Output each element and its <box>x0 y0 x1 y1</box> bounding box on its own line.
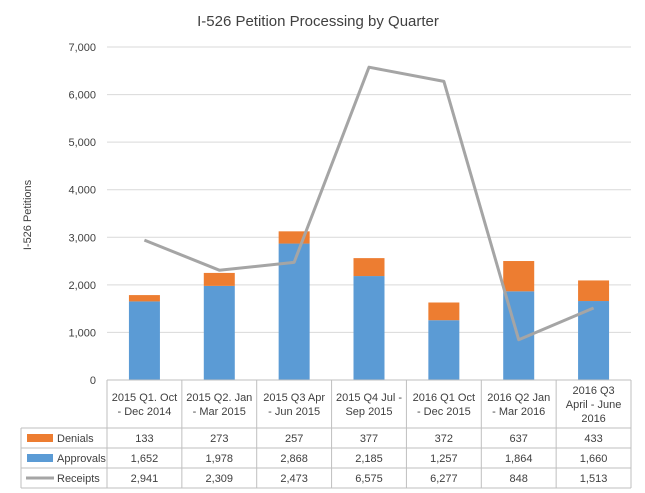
data-label: 2,473 <box>280 473 308 485</box>
x-category-label: Sep 2015 <box>345 406 392 418</box>
x-category-label: - Jun 2015 <box>268 406 320 418</box>
data-label: 2,185 <box>355 453 383 465</box>
x-category-label: 2015 Q4 Jul - <box>336 392 402 404</box>
data-label: 1,513 <box>580 473 608 485</box>
denials-bar <box>203 272 235 286</box>
legend-key-denials <box>27 434 53 442</box>
y-axis-ticks: 0 1,000 2,000 3,000 4,000 5,000 6,000 7,000 <box>68 42 96 387</box>
data-label: 133 <box>135 433 153 445</box>
data-label: 637 <box>510 433 528 445</box>
x-category-label: 2016 Q1 Oct <box>413 392 475 404</box>
y-tick-label: 2,000 <box>68 280 96 292</box>
approvals-bar <box>578 301 610 380</box>
x-category-label: - Mar 2015 <box>193 406 246 418</box>
legend-label-receipts: Receipts <box>57 473 100 485</box>
x-category-label: 2016 <box>581 413 605 425</box>
x-category-label: - Dec 2015 <box>417 406 471 418</box>
legend-key-approvals <box>27 454 53 462</box>
data-label: 257 <box>285 433 303 445</box>
denials-bar <box>428 302 460 321</box>
data-label: 6,575 <box>355 473 383 485</box>
y-axis-label: I-526 Petitions <box>22 179 34 250</box>
data-label: 433 <box>584 433 602 445</box>
legend-label-denials: Denials <box>57 433 94 445</box>
data-label: 1,257 <box>430 453 458 465</box>
y-tick-label: 7,000 <box>68 42 96 54</box>
y-tick-label: 6,000 <box>68 90 96 102</box>
data-label: 2,868 <box>280 453 308 465</box>
denials-bar <box>128 295 160 302</box>
legend-label-approvals: Approvals <box>57 453 106 465</box>
y-tick-label: 4,000 <box>68 185 96 197</box>
receipts-line <box>143 65 595 342</box>
denials-bar <box>578 280 610 302</box>
data-label: 2,941 <box>131 473 159 485</box>
data-table: 2015 Q1. Oct - Dec 2014 2015 Q2. Jan - Mar … <box>20 379 632 489</box>
data-label: 2,309 <box>206 473 234 485</box>
data-label: 377 <box>360 433 378 445</box>
bars <box>128 231 610 380</box>
chart-title: I-526 Petition Processing by Quarter <box>197 13 439 30</box>
x-category-label: 2015 Q2. Jan <box>186 392 252 404</box>
y-tick-label: 3,000 <box>68 232 96 244</box>
data-label: 6,277 <box>430 473 458 485</box>
x-category-label: 2016 Q2 Jan <box>487 392 550 404</box>
data-label: 1,864 <box>505 453 533 465</box>
denials-bar <box>503 261 535 292</box>
data-label: 848 <box>510 473 528 485</box>
data-label: 1,978 <box>206 453 234 465</box>
x-category-label: - Dec 2014 <box>118 406 172 418</box>
denials-bar <box>353 258 385 277</box>
data-label: 273 <box>210 433 228 445</box>
x-category-label: April - June <box>566 399 622 411</box>
x-category-label: 2016 Q3 <box>572 385 614 397</box>
approvals-bar <box>428 320 460 380</box>
receipts-line-group <box>143 65 595 342</box>
x-category-label: 2015 Q3 Apr <box>263 392 325 404</box>
data-label: 1,652 <box>131 453 159 465</box>
data-label: 1,660 <box>580 453 608 465</box>
data-label: 372 <box>435 433 453 445</box>
y-tick-label: 5,000 <box>68 137 96 149</box>
y-tick-label: 0 <box>90 375 96 387</box>
approvals-bar <box>278 243 310 380</box>
x-category-label: 2015 Q1. Oct <box>112 392 177 404</box>
y-tick-label: 1,000 <box>68 327 96 339</box>
x-category-label: - Mar 2016 <box>492 406 545 418</box>
approvals-bar <box>353 276 385 380</box>
approvals-bar <box>203 285 235 380</box>
approvals-bar <box>128 301 160 380</box>
